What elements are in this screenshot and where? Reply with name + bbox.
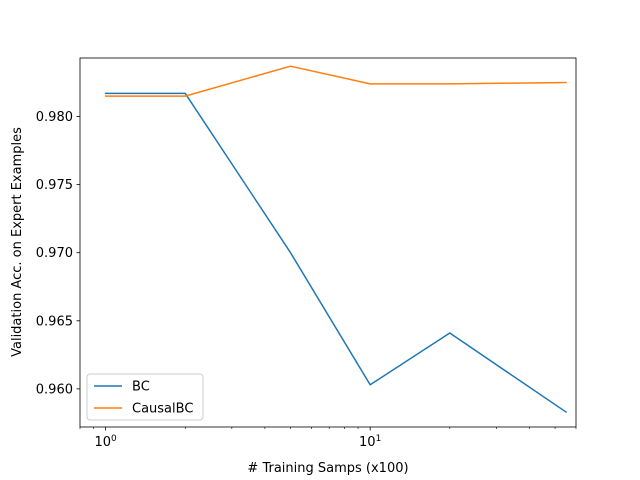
plot-area <box>80 58 576 427</box>
y-tick-label: 0.960 <box>36 382 73 397</box>
legend-label: CausalBC <box>132 402 193 417</box>
x-tick-label: 101 <box>359 434 381 450</box>
y-tick-label: 0.975 <box>36 178 73 193</box>
x-tick-label: 100 <box>94 434 117 450</box>
plot-frame <box>79 57 577 428</box>
series-layer <box>104 65 568 414</box>
y-axis-label: Validation Acc. on Expert Examples <box>10 127 25 357</box>
x-axis-label: # Training Samps (x100) <box>247 461 408 476</box>
series-line-bc <box>104 92 568 414</box>
y-tick-label: 0.965 <box>36 314 73 329</box>
legend: BC CausalBC <box>86 373 204 421</box>
legend-label: BC <box>132 380 150 395</box>
axes-layer: 0.960 0.965 0.970 0.975 0.980 100 101 <box>36 57 577 450</box>
series-line-causalbc <box>104 65 567 97</box>
y-tick-label: 0.970 <box>36 246 73 261</box>
y-tick-label: 0.980 <box>36 110 73 125</box>
